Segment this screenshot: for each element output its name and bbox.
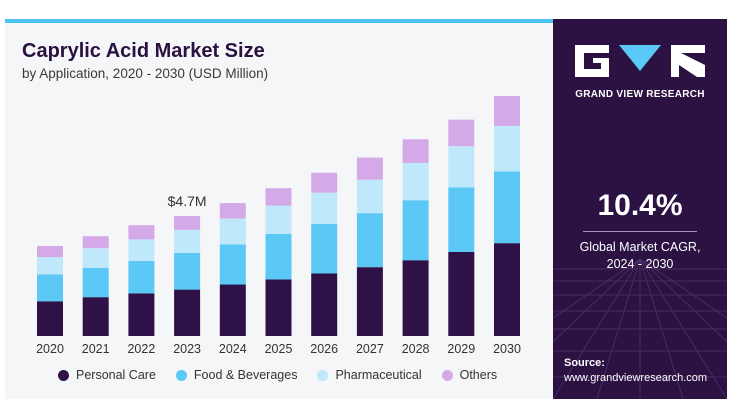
legend-label: Pharmaceutical (335, 368, 422, 382)
brand-name: GRAND VIEW RESEARCH (575, 89, 705, 100)
x-tick-label: 2026 (310, 342, 338, 356)
x-tick-label: 2021 (82, 342, 110, 356)
source-note: Source: www.grandviewresearch.com (564, 356, 707, 386)
bar-others-2029 (448, 119, 475, 147)
legend-item-food-beverages: Food & Beverages (175, 368, 298, 382)
bar-pharmaceutical-2020 (37, 257, 63, 275)
legend-item-personal-care: Personal Care (58, 368, 156, 382)
chart-subtitle: by Application, 2020 - 2030 (USD Million… (22, 66, 269, 81)
x-tick-label: 2028 (402, 342, 430, 356)
legend-label: Personal Care (76, 368, 156, 382)
bar-others-2022 (128, 225, 155, 240)
bar-food-beverages-2023 (174, 252, 201, 290)
bar-pharmaceutical-2027 (356, 179, 383, 214)
x-tick-label: 2025 (265, 342, 293, 356)
bar-pharmaceutical-2022 (128, 239, 155, 261)
bar-food-beverages-2022 (128, 260, 155, 294)
bar-food-beverages-2027 (356, 213, 383, 268)
cagr-label-line1: Global Market CAGR, (579, 240, 701, 254)
bar-others-2024 (219, 203, 246, 219)
divider (583, 231, 697, 232)
x-tick-label: 2027 (356, 342, 384, 356)
bar-pharmaceutical-2021 (82, 248, 109, 268)
legend-swatch-pharmaceutical (317, 369, 329, 381)
bar-personal-care-2026 (311, 273, 338, 336)
stacked-bar-chart: 2020 2021 2022 $4.7M 2023 2024 2025 2026 2027 202… (36, 96, 521, 356)
bar-others-2028 (402, 139, 429, 163)
source-url: www.grandviewresearch.com (564, 372, 708, 384)
bar-others-2026 (311, 172, 338, 193)
bar-food-beverages-2020 (37, 274, 63, 302)
bar-food-beverages-2026 (311, 223, 338, 274)
source-label: Source: (564, 357, 605, 369)
bar-pharmaceutical-2028 (402, 162, 429, 201)
legend-label: Others (459, 368, 498, 382)
bar-pharmaceutical-2023 (174, 229, 201, 253)
bar-personal-care-2020 (37, 301, 63, 336)
data-annotation: $4.7M (168, 193, 207, 209)
x-tick-label: 2029 (447, 342, 475, 356)
bar-personal-care-2029 (448, 252, 475, 336)
bar-personal-care-2028 (402, 260, 429, 336)
grid-floor-graphic (553, 259, 727, 399)
x-tick-label: 2030 (493, 342, 521, 356)
bar-personal-care-2030 (494, 243, 520, 336)
bar-personal-care-2023 (174, 289, 201, 336)
bar-pharmaceutical-2026 (311, 192, 338, 224)
bar-personal-care-2022 (128, 293, 155, 336)
bar-others-2020 (37, 246, 63, 258)
legend-item-pharmaceutical: Pharmaceutical (317, 368, 422, 382)
cagr-label-line2: 2024 - 2030 (606, 257, 674, 271)
bar-food-beverages-2024 (219, 244, 246, 285)
side-panel: GRAND VIEW RESEARCH 10.4% Global Market … (553, 19, 727, 399)
bar-personal-care-2025 (265, 279, 292, 336)
bar-others-2025 (265, 188, 292, 206)
accent-bar (5, 19, 553, 23)
legend-swatch-others (441, 369, 453, 381)
bar-food-beverages-2028 (402, 200, 429, 261)
bar-food-beverages-2025 (265, 234, 292, 280)
bar-pharmaceutical-2024 (219, 218, 246, 245)
bar-others-2027 (356, 157, 383, 180)
legend-label: Food & Beverages (193, 368, 298, 382)
legend-swatch-personal-care (58, 369, 69, 381)
cagr-value: 10.4% (597, 189, 683, 222)
bar-food-beverages-2029 (448, 187, 475, 252)
x-tick-label: 2024 (219, 342, 247, 356)
bar-food-beverages-2021 (82, 267, 109, 298)
legend-item-others: Others (441, 368, 498, 382)
cagr-label: Global Market CAGR, 2024 - 2030 (553, 239, 727, 273)
bar-personal-care-2021 (82, 297, 109, 336)
bar-others-2030 (494, 96, 520, 126)
bar-pharmaceutical-2029 (448, 146, 475, 188)
x-tick-label: 2020 (36, 342, 64, 356)
bar-pharmaceutical-2025 (265, 205, 292, 234)
bar-personal-care-2027 (356, 267, 383, 336)
x-tick-label: 2022 (127, 342, 155, 356)
bar-others-2021 (82, 236, 109, 249)
bar-others-2023 (174, 216, 201, 230)
grand-view-research-logo (575, 45, 705, 77)
x-tick-label: 2023 (173, 342, 201, 356)
bar-personal-care-2024 (219, 284, 246, 336)
chart-title: Caprylic Acid Market Size (22, 40, 265, 62)
bar-food-beverages-2030 (494, 171, 520, 244)
bar-pharmaceutical-2030 (494, 126, 520, 172)
chart-legend: Personal Care Food & Beverages Pharmaceu… (58, 368, 517, 382)
legend-swatch-food-beverages (175, 369, 187, 381)
